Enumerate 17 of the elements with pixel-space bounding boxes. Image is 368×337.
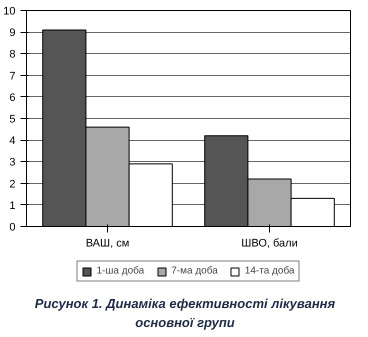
legend-label: 1-ша доба <box>96 266 144 276</box>
y-tick-label: 2 <box>9 178 16 190</box>
text: Рисунок 1. Динаміка ефективності лікування основної групи <box>34 295 336 332</box>
y-tick-label: 0 <box>9 222 16 234</box>
y-tick-label: 6 <box>9 92 16 104</box>
x-tick-label: ШВО, бали <box>241 238 298 250</box>
y-tick-label: 7 <box>9 70 16 82</box>
y-tick-label: 9 <box>9 27 16 40</box>
y-tick-label: 8 <box>9 48 16 61</box>
legend-label: 7-ма доба <box>171 266 218 276</box>
y-tick-label: 1 <box>9 200 16 212</box>
y-tick-label: 10 <box>3 6 16 18</box>
legend-label: 14-та доба <box>244 266 294 276</box>
y-tick-label: 3 <box>9 156 16 169</box>
x-tick-label: ВАШ, см <box>86 238 130 250</box>
y-tick-label: 5 <box>9 114 16 126</box>
y-tick-label: 4 <box>9 135 16 148</box>
